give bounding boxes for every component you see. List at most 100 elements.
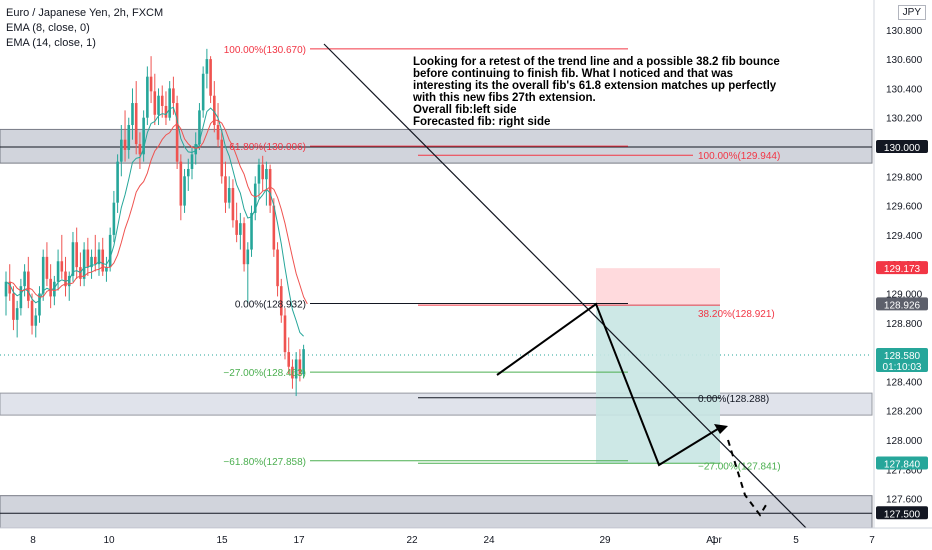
x-tick-label: Apr (706, 535, 722, 546)
candle-body (105, 267, 108, 272)
candle-body (279, 286, 283, 316)
candle-body (127, 125, 131, 150)
candle-body (160, 95, 164, 106)
candle-body (224, 176, 227, 203)
ema-fast-legend: EMA (8, close, 0) (6, 22, 90, 34)
candle-body (201, 73, 205, 111)
candle-body (157, 95, 160, 115)
candle-body (131, 103, 134, 126)
candle-body (287, 352, 291, 367)
fib-drawings[interactable]: 100.00%(130.670) 61.80%(130.006) 0.00%(128… (223, 43, 827, 549)
candle-body (227, 188, 231, 203)
candle-body (172, 88, 175, 104)
y-tick-label: 127.800 (886, 465, 923, 476)
countdown-text: 01:10:03 (883, 362, 922, 373)
price-tag-text: 128.926 (884, 300, 921, 311)
price-tag (876, 297, 928, 311)
candle-body (220, 139, 224, 177)
candle-body (246, 249, 250, 265)
candle-body (190, 154, 194, 169)
candle-body (27, 271, 30, 301)
candle-body (149, 76, 153, 92)
note-line: Forecasted fib: right side (413, 116, 551, 128)
candle-body (120, 139, 123, 162)
ema-8-line (5, 106, 304, 337)
x-tick-label: 7 (869, 535, 875, 546)
candle-body (216, 125, 220, 140)
y-tick-label: 128.800 (886, 319, 923, 330)
x-tick-label: 22 (406, 535, 418, 546)
candle-body (112, 202, 116, 235)
candle-body (265, 168, 268, 180)
candle-body (38, 293, 41, 316)
y-tick-label: 129.800 (886, 172, 923, 183)
forecast-arrow-head (714, 424, 728, 434)
candle-body (168, 88, 171, 118)
ema-14-line (9, 119, 308, 305)
x-tick-label: 29 (599, 535, 611, 546)
candle-body (53, 281, 56, 297)
stop-loss-zone (596, 268, 720, 305)
candle-body (164, 105, 168, 118)
y-tick-label: 129.400 (886, 231, 923, 242)
note-line: before continuing to finish fib. What I … (413, 68, 734, 80)
candle-body (34, 315, 38, 326)
candle-body (67, 275, 71, 287)
fib-label-right-382: 38.20%(128.921) (698, 309, 775, 320)
candle-body (97, 249, 101, 265)
candle-body (123, 139, 127, 150)
y-tick-label: 129.600 (886, 202, 923, 213)
candle-body (12, 293, 15, 320)
fib-label-right-0: 0.00%(128.288) (698, 394, 769, 405)
candle-body (302, 349, 305, 375)
candle-body (153, 91, 157, 115)
take-profit-zone (596, 304, 720, 464)
candlestick-series (4, 48, 305, 397)
candle-body (242, 223, 246, 265)
candle-body (93, 256, 97, 265)
candle-body (116, 161, 119, 203)
y-tick-label: 130.400 (886, 84, 923, 95)
note-line: interesting its the overall fib's 61.8 e… (413, 80, 777, 92)
candle-body (86, 249, 90, 268)
candle-body (49, 278, 52, 297)
fib-label-left-m618: −61.80%(127.858) (223, 457, 306, 468)
currency-badge[interactable]: JPY (897, 5, 926, 20)
trend-line (323, 43, 827, 549)
candle-body (186, 168, 190, 177)
y-tick-label: 130.800 (886, 26, 923, 37)
candle-body (19, 286, 23, 309)
candle-body (231, 188, 235, 221)
candle-body (90, 256, 93, 268)
price-axis[interactable]: 130.800 130.600 130.400 130.200 130.000 129.8… (873, 0, 932, 550)
y-tick-label: 128.000 (886, 436, 923, 447)
y-tick-label: 130.200 (886, 114, 923, 125)
x-tick-label: 10 (103, 535, 115, 546)
candle-body (283, 315, 287, 353)
note-line: Looking for a retest of the trend line a… (413, 56, 780, 68)
candle-body (30, 300, 34, 326)
candle-body (71, 242, 75, 276)
note-line: Overall fib:left side (413, 104, 517, 116)
price-tag-text: 128.580 (884, 351, 921, 362)
candle-body (146, 76, 149, 118)
symbol-title: Euro / Japanese Yen, 2h, FXCM (6, 7, 164, 19)
candle-body (261, 164, 264, 180)
candle-body (235, 220, 238, 235)
candle-body (213, 95, 216, 126)
candle-body (276, 249, 279, 287)
candle-body (15, 308, 19, 320)
level-tag-text: 127.500 (884, 509, 921, 520)
x-tick-label: 24 (483, 535, 495, 546)
candle-body (253, 183, 257, 213)
support-zone (0, 495, 873, 529)
forecast-path (496, 302, 722, 467)
fib-label-left-100: 100.00%(130.670) (224, 45, 306, 56)
fib-label-left-618: 61.80%(130.006) (229, 142, 306, 153)
level-tag-text: 130.000 (884, 143, 921, 154)
candle-body (56, 261, 60, 282)
ema-lines (5, 106, 308, 337)
forecast-dashed-path (727, 439, 767, 517)
